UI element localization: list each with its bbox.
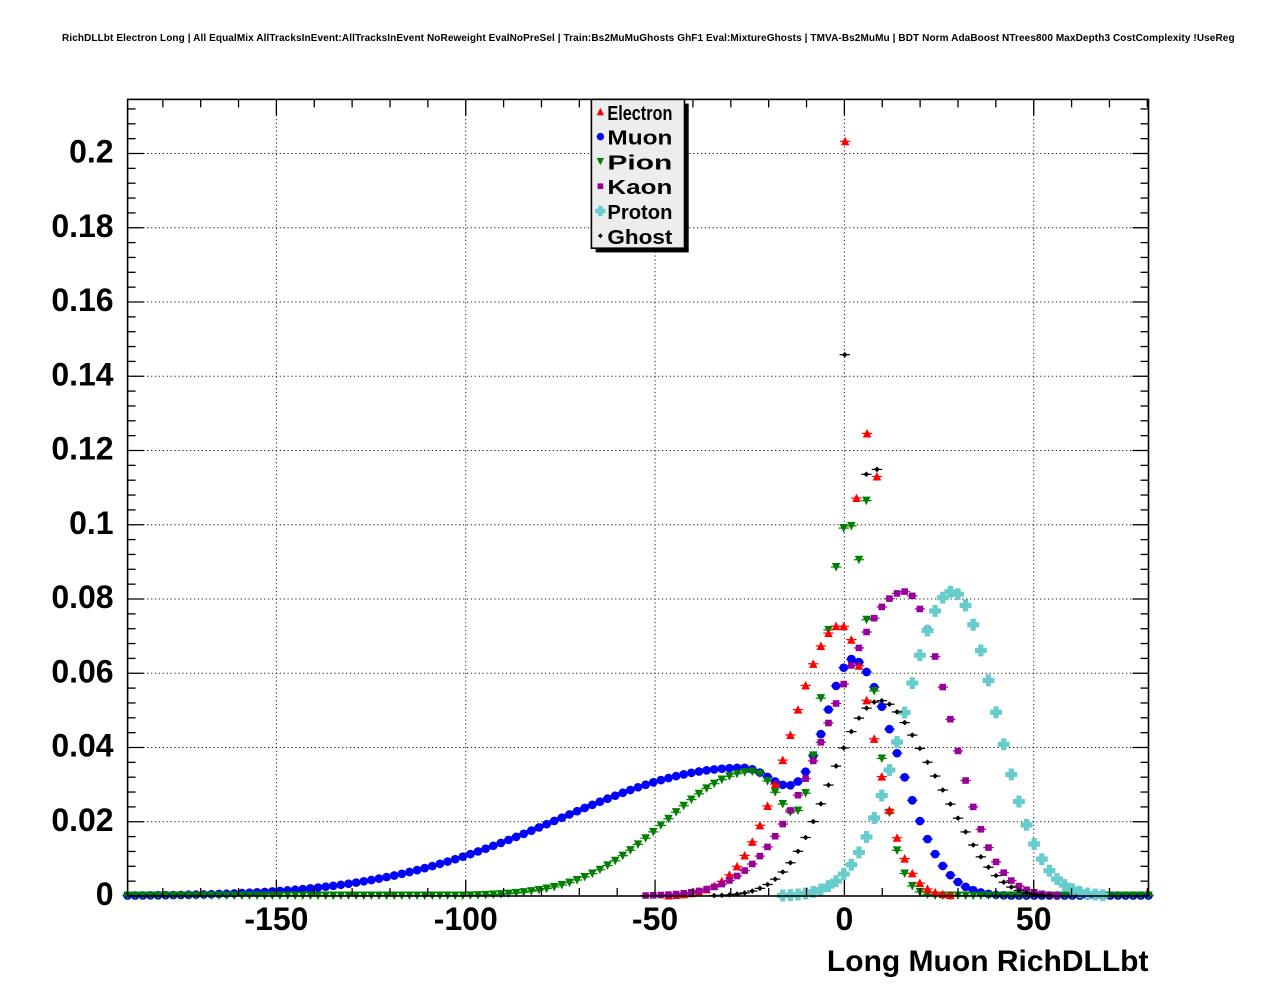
svg-text:-100: -100 [434,901,498,937]
svg-text:0.08: 0.08 [51,579,113,615]
svg-text:0: 0 [835,901,853,937]
svg-text:Proton: Proton [607,201,672,224]
svg-text:Ghost: Ghost [607,226,672,249]
svg-text:0.04: 0.04 [51,728,113,764]
svg-text:50: 50 [1016,901,1052,937]
svg-text:0.2: 0.2 [69,134,113,170]
svg-text:0.16: 0.16 [51,282,113,318]
svg-text:0.1: 0.1 [69,505,113,541]
svg-text:0.02: 0.02 [51,802,113,838]
svg-text:Muon: Muon [607,127,672,150]
svg-text:0.18: 0.18 [51,208,113,244]
svg-text:Kaon: Kaon [607,176,672,199]
svg-text:Long Muon RichDLLbt: Long Muon RichDLLbt [827,945,1149,978]
svg-text:0.12: 0.12 [51,431,113,467]
svg-text:-150: -150 [244,901,308,937]
svg-text:Pion: Pion [607,151,672,174]
svg-text:0.14: 0.14 [51,356,113,392]
svg-text:0.06: 0.06 [51,653,113,689]
svg-text:-50: -50 [632,901,678,937]
svg-text:Electron: Electron [607,102,672,125]
svg-text:0: 0 [96,876,114,912]
